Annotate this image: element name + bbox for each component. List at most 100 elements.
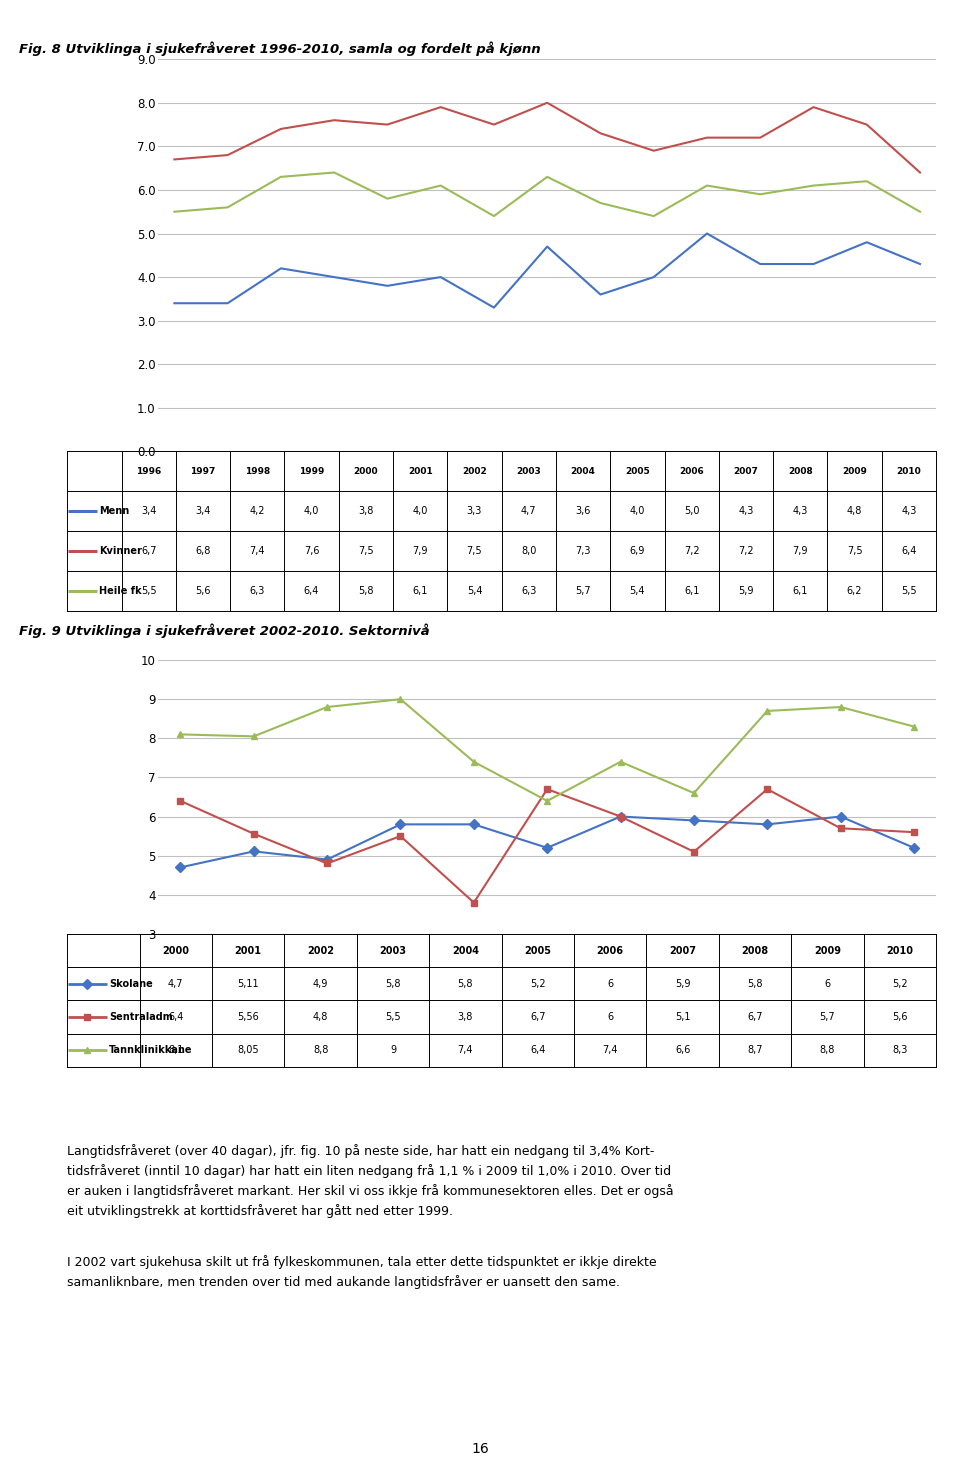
Text: 5,9: 5,9 [738,586,754,596]
Text: 8,05: 8,05 [237,1045,259,1055]
Text: 8,8: 8,8 [820,1045,835,1055]
Text: 2010: 2010 [886,946,913,956]
Text: 5,4: 5,4 [630,586,645,596]
Text: 6,7: 6,7 [530,1012,545,1023]
Text: 16: 16 [471,1443,489,1456]
Text: 3,8: 3,8 [358,506,373,517]
Text: Heile fk: Heile fk [99,586,141,596]
Text: 5,6: 5,6 [892,1012,907,1023]
Text: Sentraladm: Sentraladm [109,1012,173,1023]
Text: 1998: 1998 [245,466,270,477]
Text: 7,6: 7,6 [303,546,320,556]
Text: 6,6: 6,6 [675,1045,690,1055]
Text: 4,8: 4,8 [847,506,862,517]
Text: 2004: 2004 [570,466,595,477]
Text: 6,9: 6,9 [630,546,645,556]
Text: 6,4: 6,4 [901,546,917,556]
Text: 2000: 2000 [353,466,378,477]
Text: 4,3: 4,3 [793,506,808,517]
Text: 5,5: 5,5 [385,1012,401,1023]
Text: 2002: 2002 [462,466,487,477]
Text: 5,11: 5,11 [237,978,259,989]
Text: 7,2: 7,2 [738,546,754,556]
Text: Fig. 9 Utviklinga i sjukefråveret 2002-2010. Sektornivå: Fig. 9 Utviklinga i sjukefråveret 2002-2… [19,623,430,638]
Text: 1996: 1996 [136,466,161,477]
Text: 4,2: 4,2 [250,506,265,517]
Text: 7,5: 7,5 [358,546,373,556]
Text: 6,1: 6,1 [413,586,428,596]
Text: 2004: 2004 [452,946,479,956]
Text: 2000: 2000 [162,946,189,956]
Text: 2007: 2007 [669,946,696,956]
Text: 4,0: 4,0 [304,506,320,517]
Text: 4,8: 4,8 [313,1012,328,1023]
Text: 2003: 2003 [516,466,541,477]
Text: 5,8: 5,8 [385,978,400,989]
Text: 5,9: 5,9 [675,978,690,989]
Text: 5,1: 5,1 [675,1012,690,1023]
Text: I 2002 vart sjukehusa skilt ut frå fylkeskommunen, tala etter dette tidspunktet : I 2002 vart sjukehusa skilt ut frå fylke… [67,1255,657,1289]
Text: 7,2: 7,2 [684,546,700,556]
Text: 5,8: 5,8 [358,586,373,596]
Text: 5,8: 5,8 [747,978,763,989]
Text: 2005: 2005 [524,946,551,956]
Text: 8,3: 8,3 [892,1045,907,1055]
Text: 4,3: 4,3 [738,506,754,517]
Text: 8,1: 8,1 [168,1045,183,1055]
Text: 7,4: 7,4 [603,1045,618,1055]
Text: 5,56: 5,56 [237,1012,259,1023]
Text: 2006: 2006 [597,946,624,956]
Text: 4,7: 4,7 [168,978,183,989]
Text: 6,3: 6,3 [250,586,265,596]
Text: 2002: 2002 [307,946,334,956]
Text: 5,2: 5,2 [530,978,545,989]
Text: 6: 6 [607,978,613,989]
Text: Langtidsfråveret (over 40 dagar), jfr. fig. 10 på neste side, har hatt ein nedga: Langtidsfråveret (over 40 dagar), jfr. f… [67,1144,674,1218]
Text: 2001: 2001 [408,466,433,477]
Text: 5,4: 5,4 [467,586,482,596]
Text: 3,3: 3,3 [467,506,482,517]
Text: 4,3: 4,3 [901,506,917,517]
Text: 7,9: 7,9 [413,546,428,556]
Text: 4,0: 4,0 [630,506,645,517]
Text: 7,5: 7,5 [847,546,862,556]
Text: Menn: Menn [99,506,129,517]
Text: 5,5: 5,5 [141,586,156,596]
Text: 4,9: 4,9 [313,978,328,989]
Text: 5,7: 5,7 [575,586,590,596]
Text: 6,8: 6,8 [195,546,210,556]
Text: 3,4: 3,4 [195,506,210,517]
Text: 6,1: 6,1 [793,586,808,596]
Text: 7,4: 7,4 [250,546,265,556]
Text: 5,6: 5,6 [195,586,210,596]
Text: 5,0: 5,0 [684,506,700,517]
Text: Fig. 8 Utviklinga i sjukefråveret 1996-2010, samla og fordelt på kjønn: Fig. 8 Utviklinga i sjukefråveret 1996-2… [19,41,540,56]
Text: 6,4: 6,4 [530,1045,545,1055]
Text: 6,3: 6,3 [521,586,537,596]
Text: 1999: 1999 [299,466,324,477]
Text: 2005: 2005 [625,466,650,477]
Text: 2007: 2007 [733,466,758,477]
Text: Kvinner: Kvinner [99,546,141,556]
Text: 7,5: 7,5 [467,546,482,556]
Text: 2006: 2006 [680,466,704,477]
Text: 6,7: 6,7 [747,1012,763,1023]
Text: 2008: 2008 [788,466,812,477]
Text: 5,7: 5,7 [820,1012,835,1023]
Text: 2009: 2009 [842,466,867,477]
Text: 2001: 2001 [234,946,262,956]
Text: 2003: 2003 [379,946,406,956]
Text: 8,8: 8,8 [313,1045,328,1055]
Text: 1997: 1997 [190,466,216,477]
Text: 6,7: 6,7 [141,546,156,556]
Text: 2008: 2008 [741,946,769,956]
Text: 6,4: 6,4 [168,1012,183,1023]
Text: 5,5: 5,5 [901,586,917,596]
Text: 5,8: 5,8 [458,978,473,989]
Text: 6: 6 [607,1012,613,1023]
Text: 7,3: 7,3 [575,546,590,556]
Text: Høgt langtidsfråver: Høgt langtidsfråver [78,1095,276,1116]
Text: 7,4: 7,4 [458,1045,473,1055]
Text: 7,9: 7,9 [793,546,808,556]
Text: 9: 9 [390,1045,396,1055]
